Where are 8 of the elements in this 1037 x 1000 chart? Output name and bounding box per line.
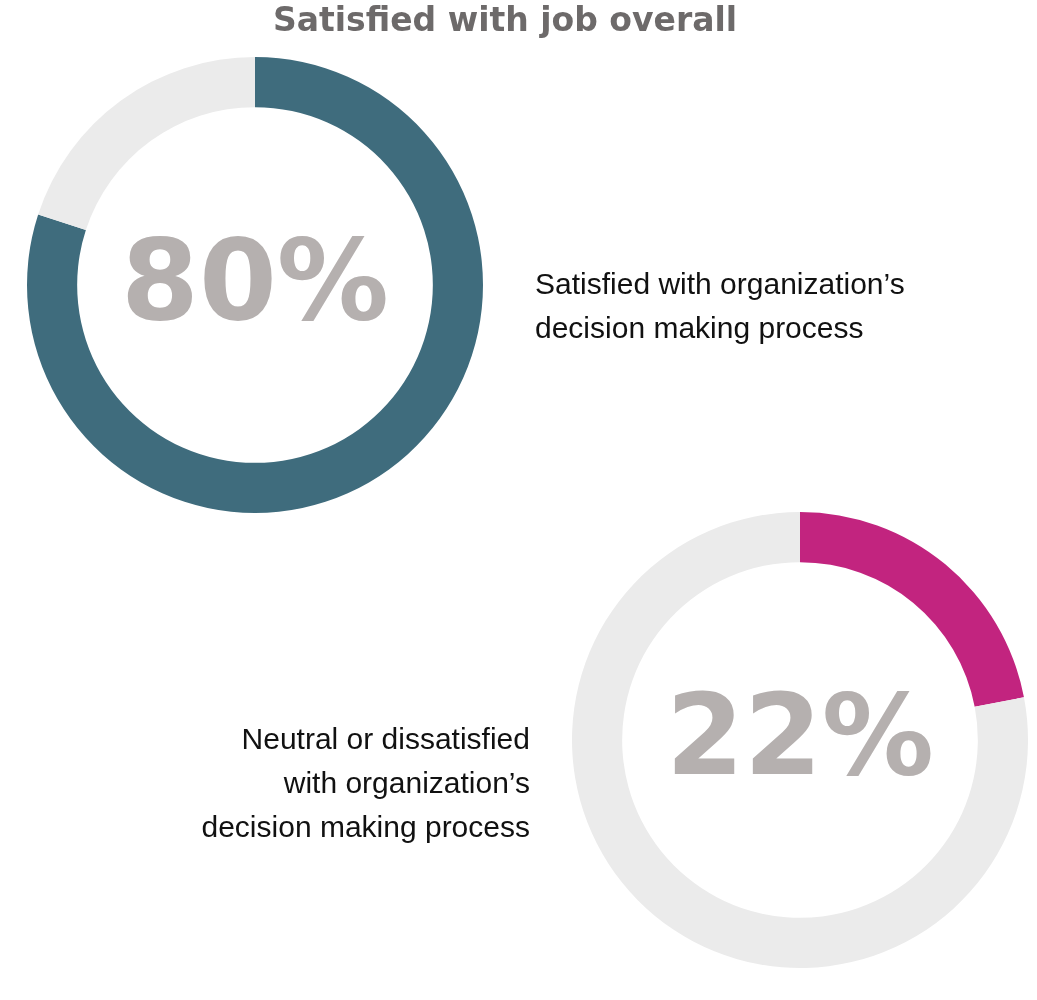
data-label: 80% xyxy=(120,215,390,345)
text: Neutral or dissatisfied with organization’s decision making process xyxy=(201,722,530,843)
slice-label: Satisfied with organization’s decision making process xyxy=(535,267,905,344)
chart-title: Satisfied with job overall xyxy=(272,0,738,39)
donut-slice xyxy=(38,57,255,231)
donut-slice xyxy=(27,57,483,513)
data-label: 22% xyxy=(665,670,935,800)
donut-slice xyxy=(572,512,1028,968)
